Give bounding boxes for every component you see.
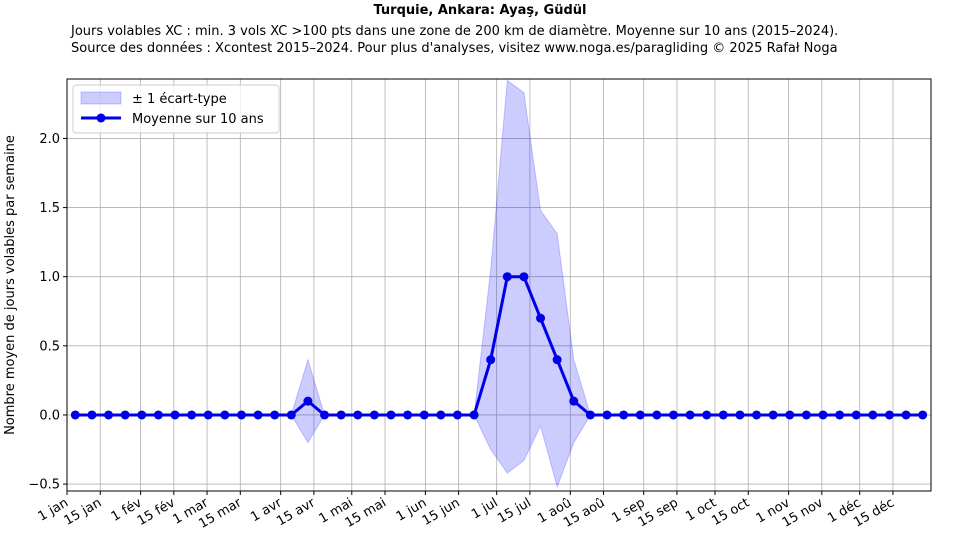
mean-point bbox=[801, 410, 811, 420]
mean-point bbox=[585, 410, 595, 420]
mean-point bbox=[918, 410, 928, 420]
mean-point bbox=[569, 396, 579, 406]
x-tick-label: 15 jun bbox=[420, 495, 463, 528]
mean-point bbox=[685, 410, 695, 420]
mean-point bbox=[70, 410, 80, 420]
x-tick-label: 15 avr bbox=[274, 495, 318, 529]
mean-point bbox=[170, 410, 180, 420]
mean-point bbox=[901, 410, 911, 420]
mean-point bbox=[702, 410, 712, 420]
mean-point bbox=[602, 410, 612, 420]
mean-point bbox=[336, 410, 346, 420]
chart-title: Turquie, Ankara: Ayaş, Güdül bbox=[373, 3, 587, 18]
mean-point bbox=[419, 410, 429, 420]
y-tick-label: 2.0 bbox=[39, 132, 60, 147]
mean-point bbox=[320, 410, 330, 420]
legend-band-label: ± 1 écart-type bbox=[132, 92, 227, 107]
y-tick-label: 0.0 bbox=[39, 408, 60, 423]
x-tick-label: 15 oct bbox=[709, 495, 752, 528]
x-tick-label: 15 fév bbox=[135, 495, 178, 529]
std-band bbox=[75, 79, 923, 489]
legend: ± 1 écart-type Moyenne sur 10 ans bbox=[72, 84, 280, 134]
mean-point bbox=[253, 410, 263, 420]
mean-point bbox=[270, 410, 280, 420]
mean-point bbox=[436, 410, 446, 420]
y-tick-label: 1.0 bbox=[39, 270, 60, 285]
mean-point bbox=[785, 410, 795, 420]
mean-point bbox=[403, 410, 413, 420]
y-tick-label: 0.5 bbox=[39, 339, 60, 354]
y-tick-label: −0.5 bbox=[28, 478, 60, 493]
mean-point bbox=[519, 272, 529, 282]
legend-box bbox=[72, 84, 280, 134]
mean-point bbox=[236, 410, 246, 420]
mean-line bbox=[75, 275, 923, 417]
mean-point bbox=[469, 410, 479, 420]
mean-point bbox=[818, 410, 828, 420]
plot-area-frame bbox=[66, 78, 932, 492]
mean-point bbox=[884, 410, 894, 420]
legend-band-swatch bbox=[80, 91, 122, 105]
mean-point bbox=[353, 410, 363, 420]
mean-point bbox=[718, 410, 728, 420]
mean-point bbox=[87, 410, 97, 420]
mean-point bbox=[668, 410, 678, 420]
mean-point bbox=[203, 410, 213, 420]
mean-point bbox=[851, 410, 861, 420]
mean-point bbox=[153, 410, 163, 420]
legend-line-label: Moyenne sur 10 ans bbox=[132, 112, 264, 127]
mean-point bbox=[635, 410, 645, 420]
mean-point bbox=[120, 410, 130, 420]
mean-point bbox=[187, 410, 197, 420]
subtitle-line-1: Jours volables XC : min. 3 vols XC >100 … bbox=[71, 24, 839, 39]
mean-point bbox=[303, 396, 313, 406]
mean-point bbox=[835, 410, 845, 420]
mean-point bbox=[104, 410, 114, 420]
mean-point bbox=[486, 355, 496, 365]
mean-point bbox=[286, 410, 296, 420]
mean-point bbox=[220, 410, 230, 420]
x-tick-label: 15 jul bbox=[495, 495, 534, 526]
mean-point bbox=[369, 410, 379, 420]
std-band-layer bbox=[75, 79, 923, 489]
chart-subtitle: Jours volables XC : min. 3 vols XC >100 … bbox=[71, 23, 838, 57]
legend-line-marker bbox=[96, 113, 106, 123]
mean-point bbox=[386, 410, 396, 420]
y-axis-label: Nombre moyen de jours volables par semai… bbox=[3, 135, 18, 435]
subtitle-line-2: Source des données : Xcontest 2015–2024.… bbox=[71, 41, 838, 56]
y-axis: −0.5 0.0 0.5 1.0 1.5 2.0 bbox=[28, 132, 67, 493]
mean-point bbox=[752, 410, 762, 420]
mean-points-layer bbox=[70, 272, 928, 420]
x-tick-label: 1 jul bbox=[469, 495, 501, 522]
mean-point bbox=[137, 410, 147, 420]
mean-point bbox=[735, 410, 745, 420]
mean-line-layer bbox=[75, 275, 923, 417]
mean-point bbox=[768, 410, 778, 420]
mean-point bbox=[536, 313, 546, 323]
mean-point bbox=[652, 410, 662, 420]
mean-point bbox=[619, 410, 629, 420]
mean-point bbox=[552, 355, 562, 365]
mean-point bbox=[868, 410, 878, 420]
y-tick-label: 1.5 bbox=[39, 201, 60, 216]
x-tick-label: 15 jan bbox=[62, 495, 105, 528]
mean-point bbox=[502, 272, 512, 282]
mean-point bbox=[452, 410, 462, 420]
